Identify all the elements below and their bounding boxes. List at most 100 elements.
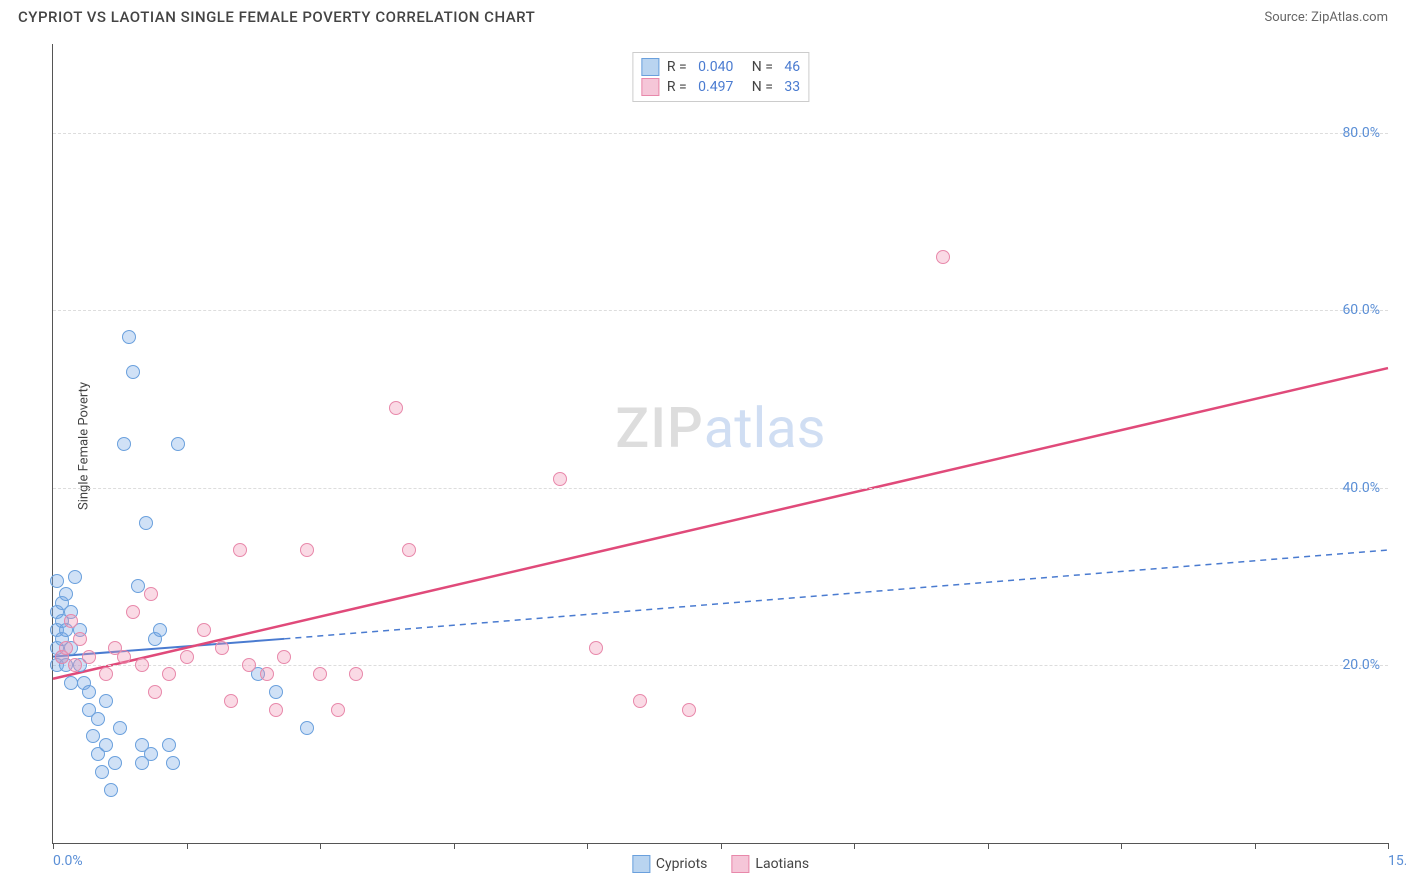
- data-point: [144, 587, 158, 601]
- data-point: [269, 685, 283, 699]
- chart-plot-area: ZIPatlas R = 0.040 N = 46R = 0.497 N = 3…: [52, 44, 1388, 844]
- data-point: [269, 703, 283, 717]
- data-point: [300, 721, 314, 735]
- y-tick-label: 80.0%: [1342, 125, 1380, 141]
- regression-lines-layer: [53, 44, 1388, 843]
- data-point: [171, 437, 185, 451]
- data-point: [180, 650, 194, 664]
- stats-legend-row: R = 0.040 N = 46: [641, 57, 800, 77]
- legend-swatch: [731, 855, 749, 873]
- x-tick: [1255, 843, 1256, 849]
- data-point: [682, 703, 696, 717]
- data-point: [402, 543, 416, 557]
- gridline-h: [53, 133, 1388, 134]
- data-point: [122, 330, 136, 344]
- data-point: [117, 437, 131, 451]
- legend-item: Cypriots: [632, 855, 708, 873]
- data-point: [277, 650, 291, 664]
- data-point: [349, 667, 363, 681]
- data-point: [95, 765, 109, 779]
- gridline-h: [53, 310, 1388, 311]
- data-point: [99, 667, 113, 681]
- stats-n-value: 46: [784, 59, 800, 75]
- x-tick-label: 0.0%: [53, 853, 83, 869]
- data-point: [82, 685, 96, 699]
- series-legend: Cypriots Laotians: [632, 855, 809, 873]
- stats-r-value: 0.497: [698, 79, 733, 95]
- legend-label: Cypriots: [656, 856, 708, 872]
- data-point: [68, 570, 82, 584]
- legend-swatch: [632, 855, 650, 873]
- data-point: [633, 694, 647, 708]
- data-point: [64, 676, 78, 690]
- x-tick: [587, 843, 588, 849]
- data-point: [117, 650, 131, 664]
- data-point: [936, 250, 950, 264]
- data-point: [68, 658, 82, 672]
- data-point: [389, 401, 403, 415]
- data-point: [64, 614, 78, 628]
- y-tick-label: 40.0%: [1342, 480, 1380, 496]
- data-point: [135, 658, 149, 672]
- chart-header: CYPRIOT VS LAOTIAN SINGLE FEMALE POVERTY…: [0, 0, 1406, 32]
- data-point: [59, 641, 73, 655]
- data-point: [139, 516, 153, 530]
- x-tick: [454, 843, 455, 849]
- legend-swatch: [641, 58, 659, 76]
- data-point: [162, 667, 176, 681]
- data-point: [50, 574, 64, 588]
- data-point: [99, 738, 113, 752]
- x-tick: [988, 843, 989, 849]
- data-point: [313, 667, 327, 681]
- stats-r-value: 0.040: [698, 59, 733, 75]
- data-point: [162, 738, 176, 752]
- data-point: [153, 623, 167, 637]
- legend-label: Laotians: [755, 856, 809, 872]
- regression-line: [53, 368, 1388, 679]
- data-point: [131, 579, 145, 593]
- stats-legend-row: R = 0.497 N = 33: [641, 77, 800, 97]
- gridline-h: [53, 488, 1388, 489]
- data-point: [108, 756, 122, 770]
- data-point: [99, 694, 113, 708]
- x-tick: [721, 843, 722, 849]
- stats-n-label: N =: [741, 59, 776, 75]
- data-point: [91, 712, 105, 726]
- stats-n-label: N =: [741, 79, 776, 95]
- x-tick: [320, 843, 321, 849]
- x-tick: [187, 843, 188, 849]
- data-point: [166, 756, 180, 770]
- data-point: [86, 729, 100, 743]
- x-tick: [854, 843, 855, 849]
- stats-legend: R = 0.040 N = 46R = 0.497 N = 33: [632, 52, 809, 102]
- data-point: [59, 587, 73, 601]
- data-point: [126, 605, 140, 619]
- data-point: [197, 623, 211, 637]
- data-point: [553, 472, 567, 486]
- data-point: [215, 641, 229, 655]
- legend-swatch: [641, 78, 659, 96]
- data-point: [113, 721, 127, 735]
- regression-line-dashed: [284, 550, 1388, 639]
- data-point: [148, 685, 162, 699]
- data-point: [233, 543, 247, 557]
- stats-n-value: 33: [784, 79, 800, 95]
- x-tick: [1121, 843, 1122, 849]
- x-tick-label: 15.0%: [1388, 853, 1390, 869]
- x-tick: [53, 843, 54, 849]
- stats-r-label: R =: [667, 79, 690, 95]
- data-point: [82, 650, 96, 664]
- data-point: [589, 641, 603, 655]
- data-point: [73, 632, 87, 646]
- data-point: [331, 703, 345, 717]
- data-point: [300, 543, 314, 557]
- legend-item: Laotians: [731, 855, 809, 873]
- data-point: [126, 365, 140, 379]
- chart-source: Source: ZipAtlas.com: [1264, 10, 1388, 25]
- data-point: [242, 658, 256, 672]
- stats-r-label: R =: [667, 59, 690, 75]
- data-point: [224, 694, 238, 708]
- data-point: [104, 783, 118, 797]
- chart-title: CYPRIOT VS LAOTIAN SINGLE FEMALE POVERTY…: [18, 8, 535, 26]
- data-point: [260, 667, 274, 681]
